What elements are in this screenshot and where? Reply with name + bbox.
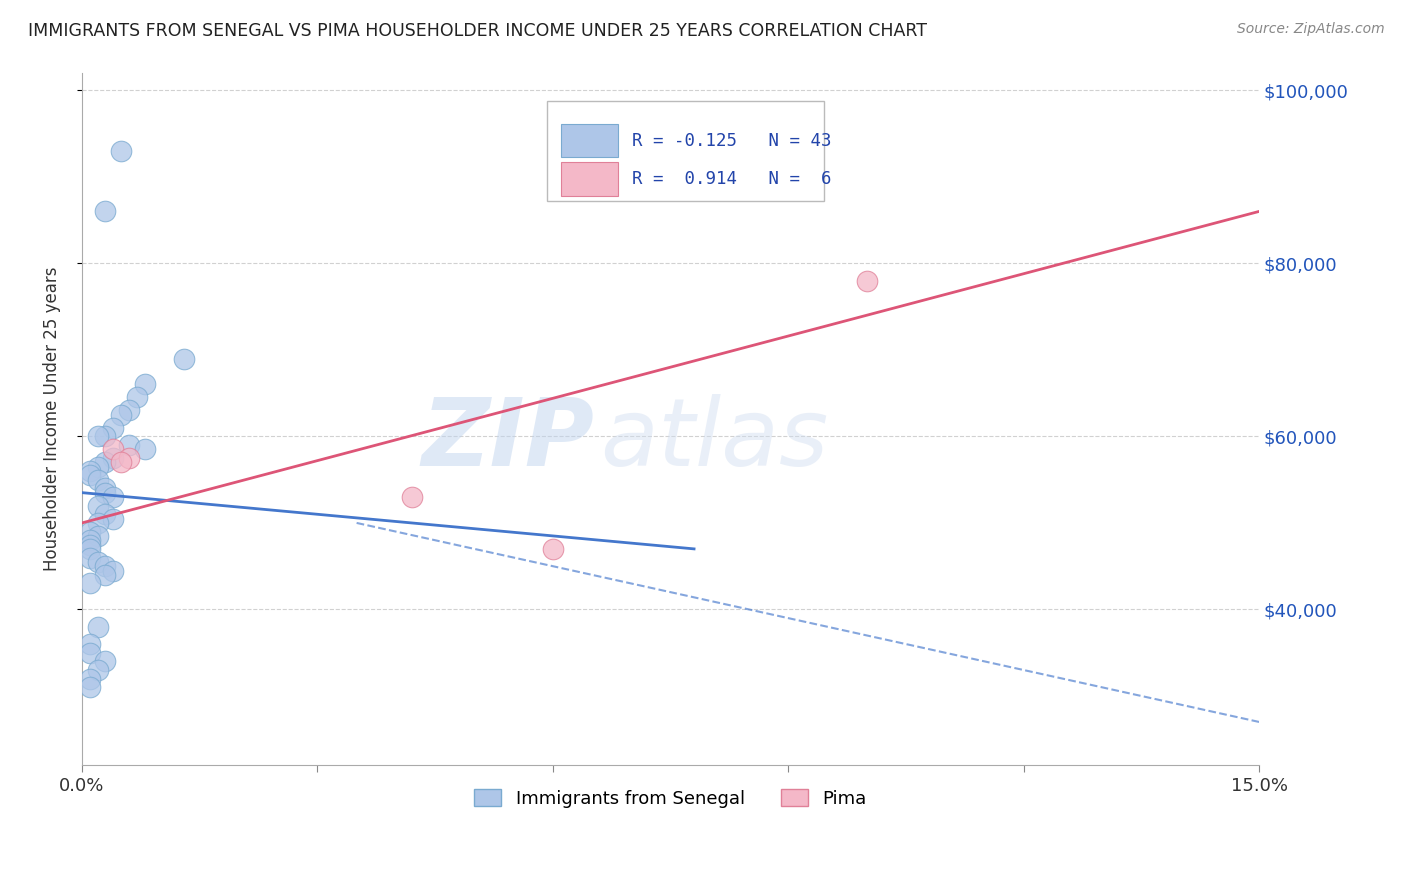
Point (94, 204, 117, 219)
Text: Source: ZipAtlas.com: Source: ZipAtlas.com (1237, 22, 1385, 37)
Point (79, 541, 101, 556)
Bar (561, 162, 617, 195)
Point (79, 537, 101, 551)
Point (94, 567, 117, 582)
Point (103, 450, 125, 465)
Point (125, 391, 148, 405)
Point (86, 555, 108, 569)
Point (86, 516, 108, 530)
Point (79, 533, 101, 548)
Point (103, 511, 125, 525)
Point (118, 438, 141, 452)
Point (103, 442, 125, 457)
Point (86, 499, 108, 513)
Point (110, 455, 132, 469)
Y-axis label: Householder Income Under 25 years: Householder Income Under 25 years (44, 267, 60, 572)
Point (94, 559, 117, 574)
Point (79, 524, 101, 539)
Point (86, 429, 108, 443)
Point (94, 654, 117, 668)
Point (79, 468, 101, 483)
Point (94, 429, 117, 443)
Point (79, 464, 101, 478)
Point (103, 564, 125, 578)
Point (86, 620, 108, 634)
Point (134, 442, 156, 457)
Text: atlas: atlas (600, 394, 828, 485)
Point (79, 550, 101, 565)
Text: ZIP: ZIP (422, 394, 593, 486)
Point (86, 529, 108, 543)
Point (79, 681, 101, 695)
Point (79, 672, 101, 686)
Point (134, 377, 156, 392)
Point (103, 490, 125, 504)
Point (110, 144, 132, 158)
Text: IMMIGRANTS FROM SENEGAL VS PIMA HOUSEHOLDER INCOME UNDER 25 YEARS CORRELATION CH: IMMIGRANTS FROM SENEGAL VS PIMA HOUSEHOL… (28, 22, 927, 40)
Point (79, 576, 101, 591)
FancyBboxPatch shape (547, 101, 824, 201)
Point (94, 455, 117, 469)
Bar (561, 124, 617, 157)
Point (94, 481, 117, 495)
Point (103, 421, 125, 435)
Point (173, 351, 195, 366)
Point (401, 490, 423, 504)
Point (855, 274, 877, 288)
Point (86, 473, 108, 487)
Text: R =  0.914   N =  6: R = 0.914 N = 6 (631, 169, 831, 188)
Legend: Immigrants from Senegal, Pima: Immigrants from Senegal, Pima (467, 781, 875, 815)
Point (94, 508, 117, 522)
Point (118, 450, 141, 465)
Point (86, 663, 108, 677)
Point (79, 646, 101, 660)
Point (79, 637, 101, 651)
Point (541, 541, 564, 556)
Point (118, 403, 141, 417)
Point (86, 459, 108, 474)
Point (94, 485, 117, 500)
Point (110, 408, 132, 422)
Text: R = -0.125   N = 43: R = -0.125 N = 43 (631, 132, 831, 150)
